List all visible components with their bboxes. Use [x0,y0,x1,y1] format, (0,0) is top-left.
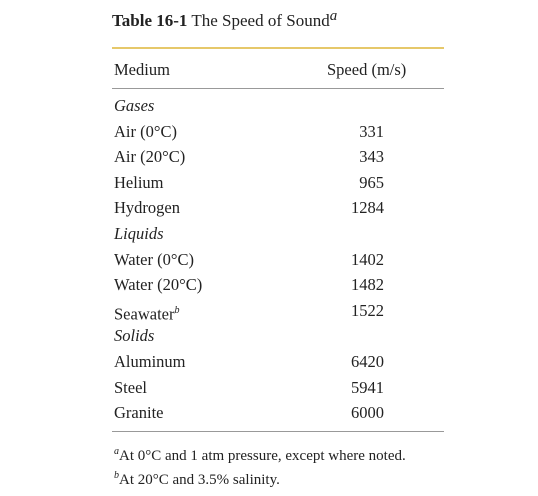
medium-name: Water (20°C) [114,275,203,295]
header-rule [112,88,444,89]
medium: Water (0°C) [114,250,194,270]
title-note: a [329,8,338,24]
medium: Helium [114,173,164,193]
speed: 343 [359,147,384,167]
header-medium: Medium [114,60,170,79]
top-rule [112,47,444,49]
footnote-text: At 0°C and 1 atm pressure, except where … [119,448,406,464]
bottom-rule [112,431,444,432]
speed: 1482 [351,275,384,295]
medium: Water (20°C) [114,275,202,295]
speed: 331 [359,121,384,141]
footnote: bAt 20°C and 3.5% salinity. [114,466,280,490]
footnote-mark: a [114,446,119,457]
medium-name: Hydrogen [114,198,180,218]
medium-name: Granite [114,403,164,423]
table-label: Table 16-1 [112,11,188,30]
speed: 6420 [351,352,384,371]
medium: Steel [114,378,147,398]
medium: Granite [114,403,163,423]
medium-name: Aluminum [114,352,186,371]
speed: 965 [359,172,384,192]
speed: 1284 [351,198,384,218]
table-caption: Table 16-1 The Speed of Sounda [112,6,337,31]
medium: Seawaterb [114,301,179,325]
group-name: Liquids [114,224,164,243]
medium-name: Seawater [114,304,175,324]
speed: 1402 [351,249,384,269]
group-name: Gases [114,96,155,115]
medium-name: Air (0°C) [114,121,177,141]
medium-name: Steel [114,377,147,397]
medium: Air (20°C) [114,147,185,167]
medium-name: Air (20°C) [114,147,186,167]
footnote-text: At 20°C and 3.5% salinity. [119,472,280,488]
header-speed: Speed (m/s) [327,60,407,79]
medium-name: Water (0°C) [114,249,194,269]
footnote-mark: b [114,470,119,481]
medium: Hydrogen [114,198,180,218]
footnote: aAt 0°C and 1 atm pressure, except where… [114,442,406,466]
medium-note: b [174,304,180,316]
speed: 1522 [351,300,384,320]
medium-name: Helium [114,172,164,192]
speed: 6000 [351,403,384,423]
speed: 5941 [351,377,384,397]
group-name: Solids [114,326,155,346]
table-title: The Speed of Sound [191,11,330,30]
medium: Air (0°C) [114,122,177,142]
medium: Aluminum [114,352,186,372]
